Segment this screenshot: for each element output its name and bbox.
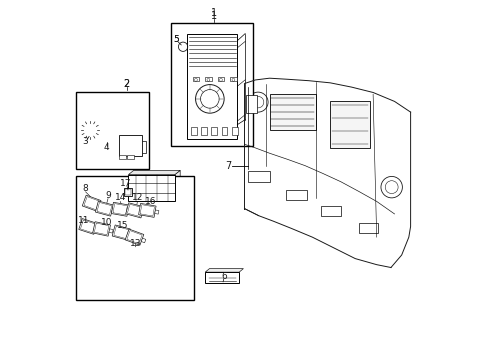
Polygon shape bbox=[94, 223, 109, 235]
Polygon shape bbox=[205, 269, 243, 272]
Bar bbox=[125, 189, 131, 195]
Text: 9: 9 bbox=[105, 190, 111, 199]
Polygon shape bbox=[142, 211, 146, 215]
Polygon shape bbox=[140, 205, 154, 216]
Bar bbox=[171, 23, 253, 146]
Polygon shape bbox=[95, 227, 99, 232]
Circle shape bbox=[104, 129, 109, 133]
Text: 17: 17 bbox=[120, 179, 131, 188]
Bar bbox=[221, 127, 227, 135]
Circle shape bbox=[166, 178, 169, 181]
Circle shape bbox=[166, 195, 169, 198]
Polygon shape bbox=[128, 233, 132, 237]
Bar bbox=[128, 175, 175, 202]
Polygon shape bbox=[127, 204, 142, 216]
Text: 1: 1 bbox=[211, 11, 217, 21]
Polygon shape bbox=[141, 238, 145, 243]
Polygon shape bbox=[127, 209, 131, 213]
Bar bbox=[76, 93, 149, 169]
Text: 12: 12 bbox=[131, 193, 142, 202]
Bar bbox=[187, 33, 237, 139]
Polygon shape bbox=[126, 231, 142, 244]
Bar bbox=[269, 94, 315, 130]
Circle shape bbox=[169, 195, 172, 198]
Polygon shape bbox=[114, 226, 128, 239]
Circle shape bbox=[169, 178, 172, 181]
Bar bbox=[247, 171, 269, 182]
Polygon shape bbox=[82, 195, 101, 211]
Bar bbox=[201, 127, 206, 135]
Text: 2: 2 bbox=[123, 79, 129, 89]
Text: 8: 8 bbox=[82, 184, 88, 193]
Circle shape bbox=[166, 186, 169, 189]
Bar bbox=[119, 155, 125, 159]
Bar bbox=[190, 127, 196, 135]
Bar bbox=[211, 127, 217, 135]
Polygon shape bbox=[138, 203, 156, 217]
Polygon shape bbox=[93, 222, 110, 236]
Bar bbox=[76, 176, 193, 300]
Circle shape bbox=[169, 186, 172, 189]
Polygon shape bbox=[81, 220, 95, 233]
Bar bbox=[231, 127, 237, 135]
Polygon shape bbox=[128, 170, 180, 175]
Text: 4: 4 bbox=[103, 143, 108, 152]
Text: 11: 11 bbox=[78, 216, 89, 225]
Bar bbox=[119, 135, 142, 156]
Polygon shape bbox=[112, 225, 130, 240]
Text: 15: 15 bbox=[116, 221, 128, 230]
Bar bbox=[142, 141, 146, 153]
Text: 5: 5 bbox=[173, 35, 179, 44]
Polygon shape bbox=[84, 197, 99, 210]
Text: 3: 3 bbox=[82, 137, 87, 146]
Polygon shape bbox=[97, 202, 112, 215]
Bar bbox=[205, 272, 239, 283]
Text: 13: 13 bbox=[129, 239, 141, 248]
Polygon shape bbox=[79, 219, 97, 234]
Polygon shape bbox=[98, 204, 103, 209]
Text: 7: 7 bbox=[225, 161, 231, 171]
Text: 14: 14 bbox=[114, 193, 125, 202]
Text: 10: 10 bbox=[101, 219, 113, 228]
Text: 16: 16 bbox=[145, 197, 156, 206]
Bar bbox=[329, 102, 369, 148]
Polygon shape bbox=[154, 210, 159, 214]
Bar bbox=[246, 95, 257, 113]
Bar bbox=[192, 77, 199, 81]
Bar bbox=[285, 190, 306, 200]
Text: 5: 5 bbox=[173, 35, 179, 44]
Polygon shape bbox=[111, 202, 129, 216]
Polygon shape bbox=[175, 170, 180, 202]
Text: 2: 2 bbox=[123, 79, 129, 89]
Text: 1: 1 bbox=[211, 8, 217, 18]
Bar bbox=[230, 77, 236, 81]
Bar bbox=[205, 77, 211, 81]
Text: 6: 6 bbox=[221, 272, 226, 281]
Polygon shape bbox=[111, 209, 116, 213]
Bar bbox=[127, 155, 134, 159]
Bar bbox=[321, 206, 340, 216]
Bar bbox=[217, 77, 224, 81]
Bar bbox=[358, 223, 378, 233]
Polygon shape bbox=[125, 203, 143, 218]
Polygon shape bbox=[125, 229, 143, 245]
Polygon shape bbox=[109, 229, 113, 233]
Bar bbox=[124, 188, 132, 196]
Polygon shape bbox=[95, 201, 113, 216]
Polygon shape bbox=[113, 204, 127, 215]
